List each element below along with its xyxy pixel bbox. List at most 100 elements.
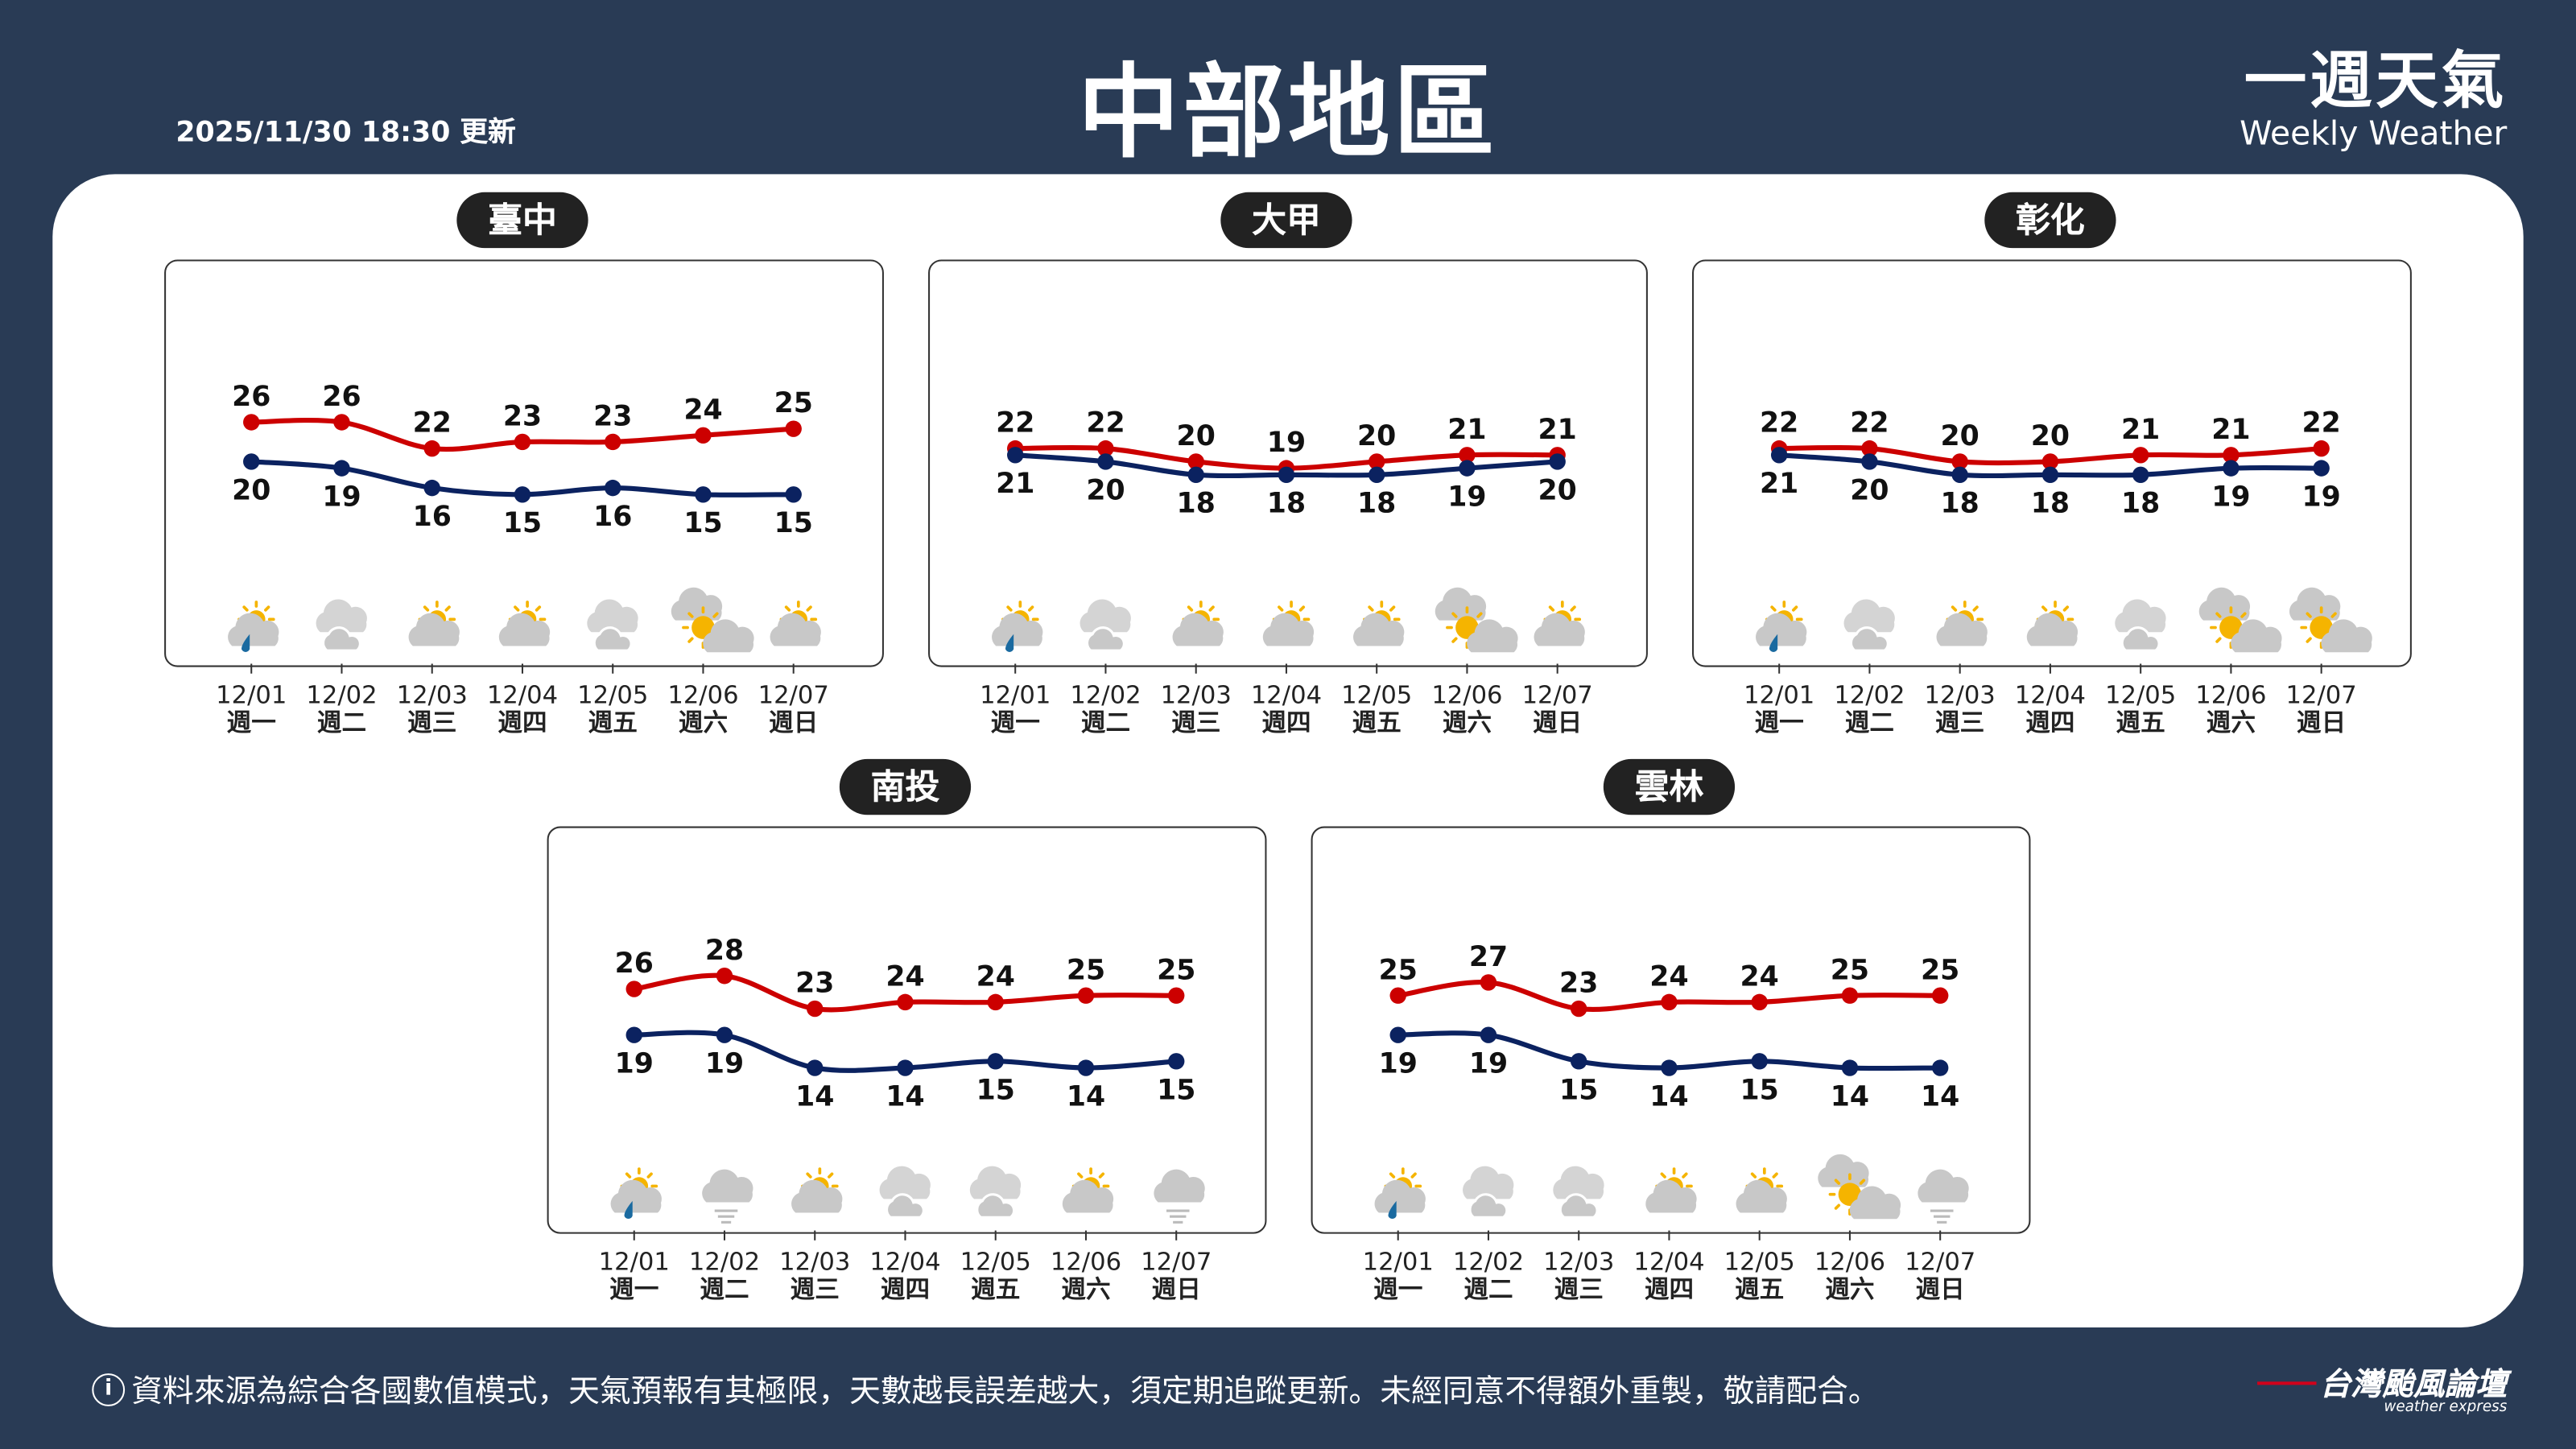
date-label: 12/01 xyxy=(599,1249,670,1277)
weekday-label: 週日 xyxy=(1533,709,1582,737)
low-temp-point xyxy=(2223,460,2240,477)
high-temp-label: 24 xyxy=(1740,960,1779,993)
location-label: 臺中 xyxy=(456,192,588,249)
high-temp-point xyxy=(785,420,802,437)
low-temp-point xyxy=(785,486,802,503)
page-title: 中部地區 xyxy=(1077,52,1499,173)
low-temp-point xyxy=(1389,1026,1406,1043)
weekday-label: 週四 xyxy=(1261,709,1311,737)
weekday-label: 週三 xyxy=(1554,1276,1604,1304)
partly-cloudy-icon xyxy=(1262,601,1315,646)
cloudy-icon xyxy=(879,1166,931,1219)
low-temp-label: 20 xyxy=(1086,474,1125,506)
date-label: 12/06 xyxy=(667,681,738,709)
low-temp-label: 15 xyxy=(683,507,722,539)
weekday-label: 週二 xyxy=(1845,709,1894,737)
date-label: 12/01 xyxy=(1363,1249,1434,1277)
high-temp-point xyxy=(2313,440,2330,457)
weekday-label: 週二 xyxy=(1463,1276,1513,1304)
high-temp-point xyxy=(333,414,350,431)
weekday-label: 週日 xyxy=(1152,1276,1201,1304)
high-temp-label: 22 xyxy=(1850,407,1889,440)
partly-cloudy-icon xyxy=(1062,1167,1114,1213)
partly-cloudy-icon xyxy=(408,601,460,646)
rain-partly-sunny-icon xyxy=(1756,601,1807,652)
cloudy-icon xyxy=(1463,1166,1514,1219)
high-temp-point xyxy=(1571,1000,1587,1018)
low-temp-label: 21 xyxy=(1760,468,1798,500)
high-temp-label: 20 xyxy=(1941,420,1979,452)
date-label: 12/04 xyxy=(1633,1249,1704,1277)
logo-en: weather express xyxy=(2384,1399,2508,1417)
low-temp-label: 18 xyxy=(1177,488,1216,520)
rain-partly-sunny-icon xyxy=(228,601,279,652)
low-temp-point xyxy=(897,1059,914,1076)
low-temp-point xyxy=(716,1026,733,1043)
high-temp-label: 22 xyxy=(413,407,452,440)
low-temp-label: 14 xyxy=(1831,1080,1869,1113)
cloudy-icon xyxy=(2115,599,2166,652)
high-temp-label: 24 xyxy=(886,960,924,993)
high-temp-label: 20 xyxy=(1177,420,1216,452)
date-label: 12/03 xyxy=(1925,681,1996,709)
low-temp-label: 14 xyxy=(795,1080,834,1113)
date-label: 12/04 xyxy=(487,681,558,709)
high-temp-point xyxy=(897,993,914,1011)
high-temp-label: 26 xyxy=(615,947,654,980)
high-temp-label: 21 xyxy=(1538,414,1577,446)
weekday-label: 週一 xyxy=(1755,709,1804,737)
low-temp-point xyxy=(1571,1053,1587,1070)
high-temp-label: 21 xyxy=(2121,414,2160,446)
date-label: 12/04 xyxy=(1251,681,1322,709)
cloudy-icon xyxy=(969,1166,1022,1219)
low-temp-label: 19 xyxy=(1447,481,1486,514)
rain-partly-sunny-icon xyxy=(992,601,1043,652)
high-temp-point xyxy=(1480,974,1497,991)
temperature-panel xyxy=(1311,826,2031,1234)
high-temp-point xyxy=(2041,453,2059,470)
low-temp-point xyxy=(695,486,712,503)
date-label: 12/01 xyxy=(216,681,287,709)
partly-cloudy-icon xyxy=(2026,601,2079,646)
weekday-label: 週三 xyxy=(407,709,456,737)
location-label: 彰化 xyxy=(1984,192,2116,249)
weekday-label: 週六 xyxy=(2207,709,2256,737)
low-temp-point xyxy=(2132,466,2149,483)
cloudy-icon xyxy=(587,599,638,652)
low-temp-point xyxy=(1368,466,1385,483)
low-temp-point xyxy=(987,1053,1004,1070)
weekday-label: 週四 xyxy=(881,1276,930,1304)
weekday-label: 週日 xyxy=(769,709,818,737)
partly-cloudy-icon xyxy=(1645,1167,1697,1213)
low-temp-point xyxy=(1661,1059,1678,1076)
weekday-label: 週五 xyxy=(1735,1276,1784,1304)
low-temp-point xyxy=(1007,447,1024,464)
date-label: 12/03 xyxy=(397,681,468,709)
low-temp-point xyxy=(2313,460,2330,477)
high-temp-label: 27 xyxy=(1469,941,1508,973)
high-temp-point xyxy=(716,968,733,985)
high-temp-label: 25 xyxy=(1379,954,1418,986)
low-temp-point xyxy=(1951,466,1968,483)
low-temp-label: 14 xyxy=(1649,1080,1688,1113)
high-temp-label: 25 xyxy=(774,387,813,419)
partly-cloudy-icon xyxy=(791,1167,843,1213)
date-label: 12/07 xyxy=(2286,681,2357,709)
date-label: 12/06 xyxy=(1051,1249,1121,1277)
brand-zh: 一週天氣 xyxy=(2244,44,2508,117)
cloudy-icon xyxy=(1553,1166,1604,1219)
low-temp-point xyxy=(514,486,531,503)
low-temp-point xyxy=(1841,1059,1859,1076)
high-temp-label: 22 xyxy=(2302,407,2341,440)
weekday-label: 週一 xyxy=(609,1276,658,1304)
low-temp-point xyxy=(605,479,621,497)
weekday-label: 週二 xyxy=(1081,709,1130,737)
partly-cloudy-icon xyxy=(1534,601,1585,646)
low-temp-label: 18 xyxy=(2121,488,2160,520)
temperature-panel xyxy=(547,826,1267,1234)
low-temp-point xyxy=(1480,1026,1497,1043)
